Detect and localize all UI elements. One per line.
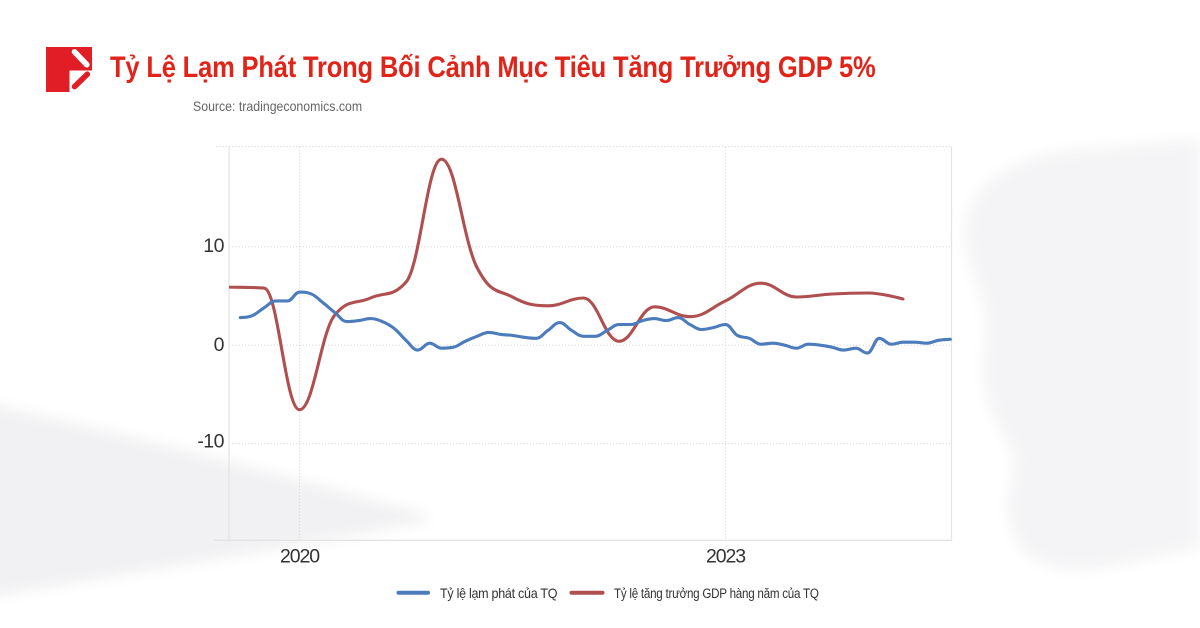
svg-text:2023: 2023 bbox=[706, 546, 745, 568]
svg-text:Tỷ lệ tăng trưởng GDP hàng năm: Tỷ lệ tăng trưởng GDP hàng năm của TQ bbox=[614, 586, 819, 601]
svg-text:Tỷ lệ lạm phát của TQ: Tỷ lệ lạm phát của TQ bbox=[440, 586, 557, 602]
svg-text:10: 10 bbox=[203, 235, 224, 257]
svg-text:0: 0 bbox=[214, 334, 225, 356]
svg-text:-10: -10 bbox=[197, 431, 224, 453]
svg-text:2020: 2020 bbox=[280, 546, 320, 568]
